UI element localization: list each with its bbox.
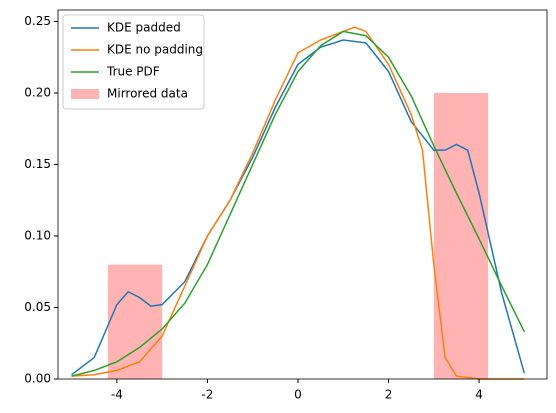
y-tick-label: 0.20 bbox=[24, 85, 51, 99]
y-tick-label: 0.05 bbox=[24, 300, 51, 314]
y-tick-label: 0.25 bbox=[24, 14, 51, 28]
x-tick-label: -2 bbox=[201, 388, 213, 402]
x-tick-label: -4 bbox=[111, 388, 123, 402]
legend-label: True PDF bbox=[106, 65, 160, 79]
y-tick-label: 0.10 bbox=[24, 228, 51, 242]
line-series bbox=[71, 39, 526, 376]
legend-label: KDE padded bbox=[107, 21, 181, 35]
legend-swatch bbox=[71, 89, 99, 99]
legend-box bbox=[62, 14, 205, 110]
x-tick-label: 0 bbox=[294, 388, 302, 402]
hist-bar bbox=[433, 92, 489, 379]
line-series bbox=[71, 26, 525, 380]
hist-bar bbox=[107, 264, 163, 379]
line-series bbox=[71, 30, 526, 377]
y-tick-label: 0.15 bbox=[24, 157, 51, 171]
legend-label: Mirrored data bbox=[107, 87, 188, 101]
legend: KDE padded KDE no padding True PDF Mirrored… bbox=[62, 14, 205, 110]
x-tick-label: 4 bbox=[475, 388, 483, 402]
x-tick-label: 2 bbox=[385, 388, 393, 402]
legend-label: KDE no padding bbox=[107, 43, 203, 57]
y-tick-label: 0.00 bbox=[24, 372, 51, 386]
axes-frame bbox=[57, 9, 548, 380]
